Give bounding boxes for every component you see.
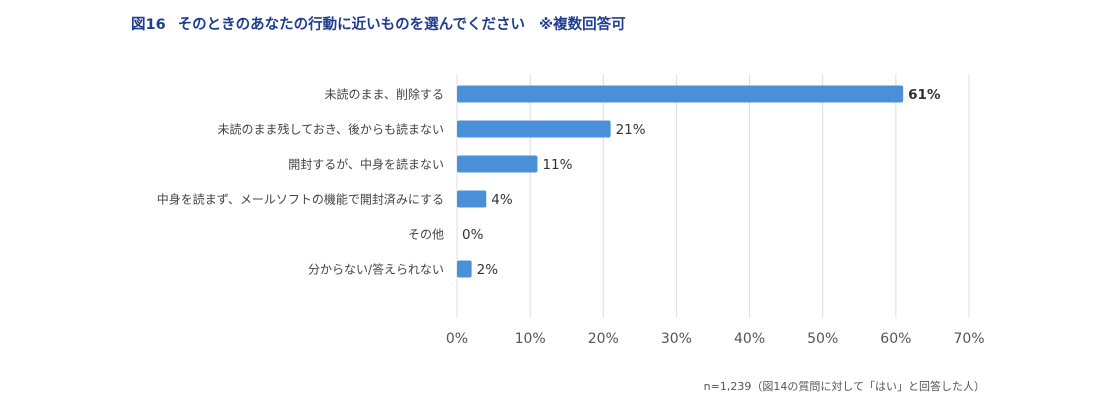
title-note: ※複数回答可 (538, 17, 626, 33)
x-tick-label: 0% (446, 331, 468, 347)
category-label: 未読のまま残しておき、後からも読まない (218, 122, 444, 137)
bar (457, 260, 472, 278)
x-tick-label: 60% (880, 331, 911, 347)
data-label: 4% (491, 192, 513, 208)
category-label: その他 (408, 228, 444, 242)
category-label: 分からない/答えられない (308, 262, 444, 277)
data-label: 0% (462, 227, 484, 243)
chart-title: 図16 そのときのあなたの行動に近いものを選んでください ※複数回答可 (131, 13, 626, 34)
bar (457, 155, 538, 173)
data-label: 11% (542, 157, 572, 173)
bar (457, 190, 487, 208)
category-label: 未読のまま、削除する (324, 87, 444, 102)
x-tick-label: 10% (515, 331, 546, 347)
data-label: 61% (908, 87, 941, 103)
x-tick-label: 50% (807, 331, 838, 347)
category-label: 中身を読まず、メールソフトの機能で開封済みにする (157, 192, 444, 207)
x-tick-label: 40% (734, 331, 765, 347)
data-label: 2% (477, 262, 499, 278)
category-label: 開封するが、中身を読まない (288, 157, 444, 172)
x-tick-label: 70% (953, 331, 984, 347)
x-tick-label: 30% (661, 331, 692, 347)
sample-size-footnote: n=1,239（図14の質問に対して「はい」と回答した人） (703, 380, 985, 393)
x-tick-label: 20% (588, 331, 619, 347)
figure-label: 図16 (131, 17, 166, 33)
title-text: そのときのあなたの行動に近いものを選んでください (177, 17, 525, 33)
data-label: 21% (616, 122, 646, 138)
bar (457, 120, 611, 138)
bar (457, 85, 904, 103)
